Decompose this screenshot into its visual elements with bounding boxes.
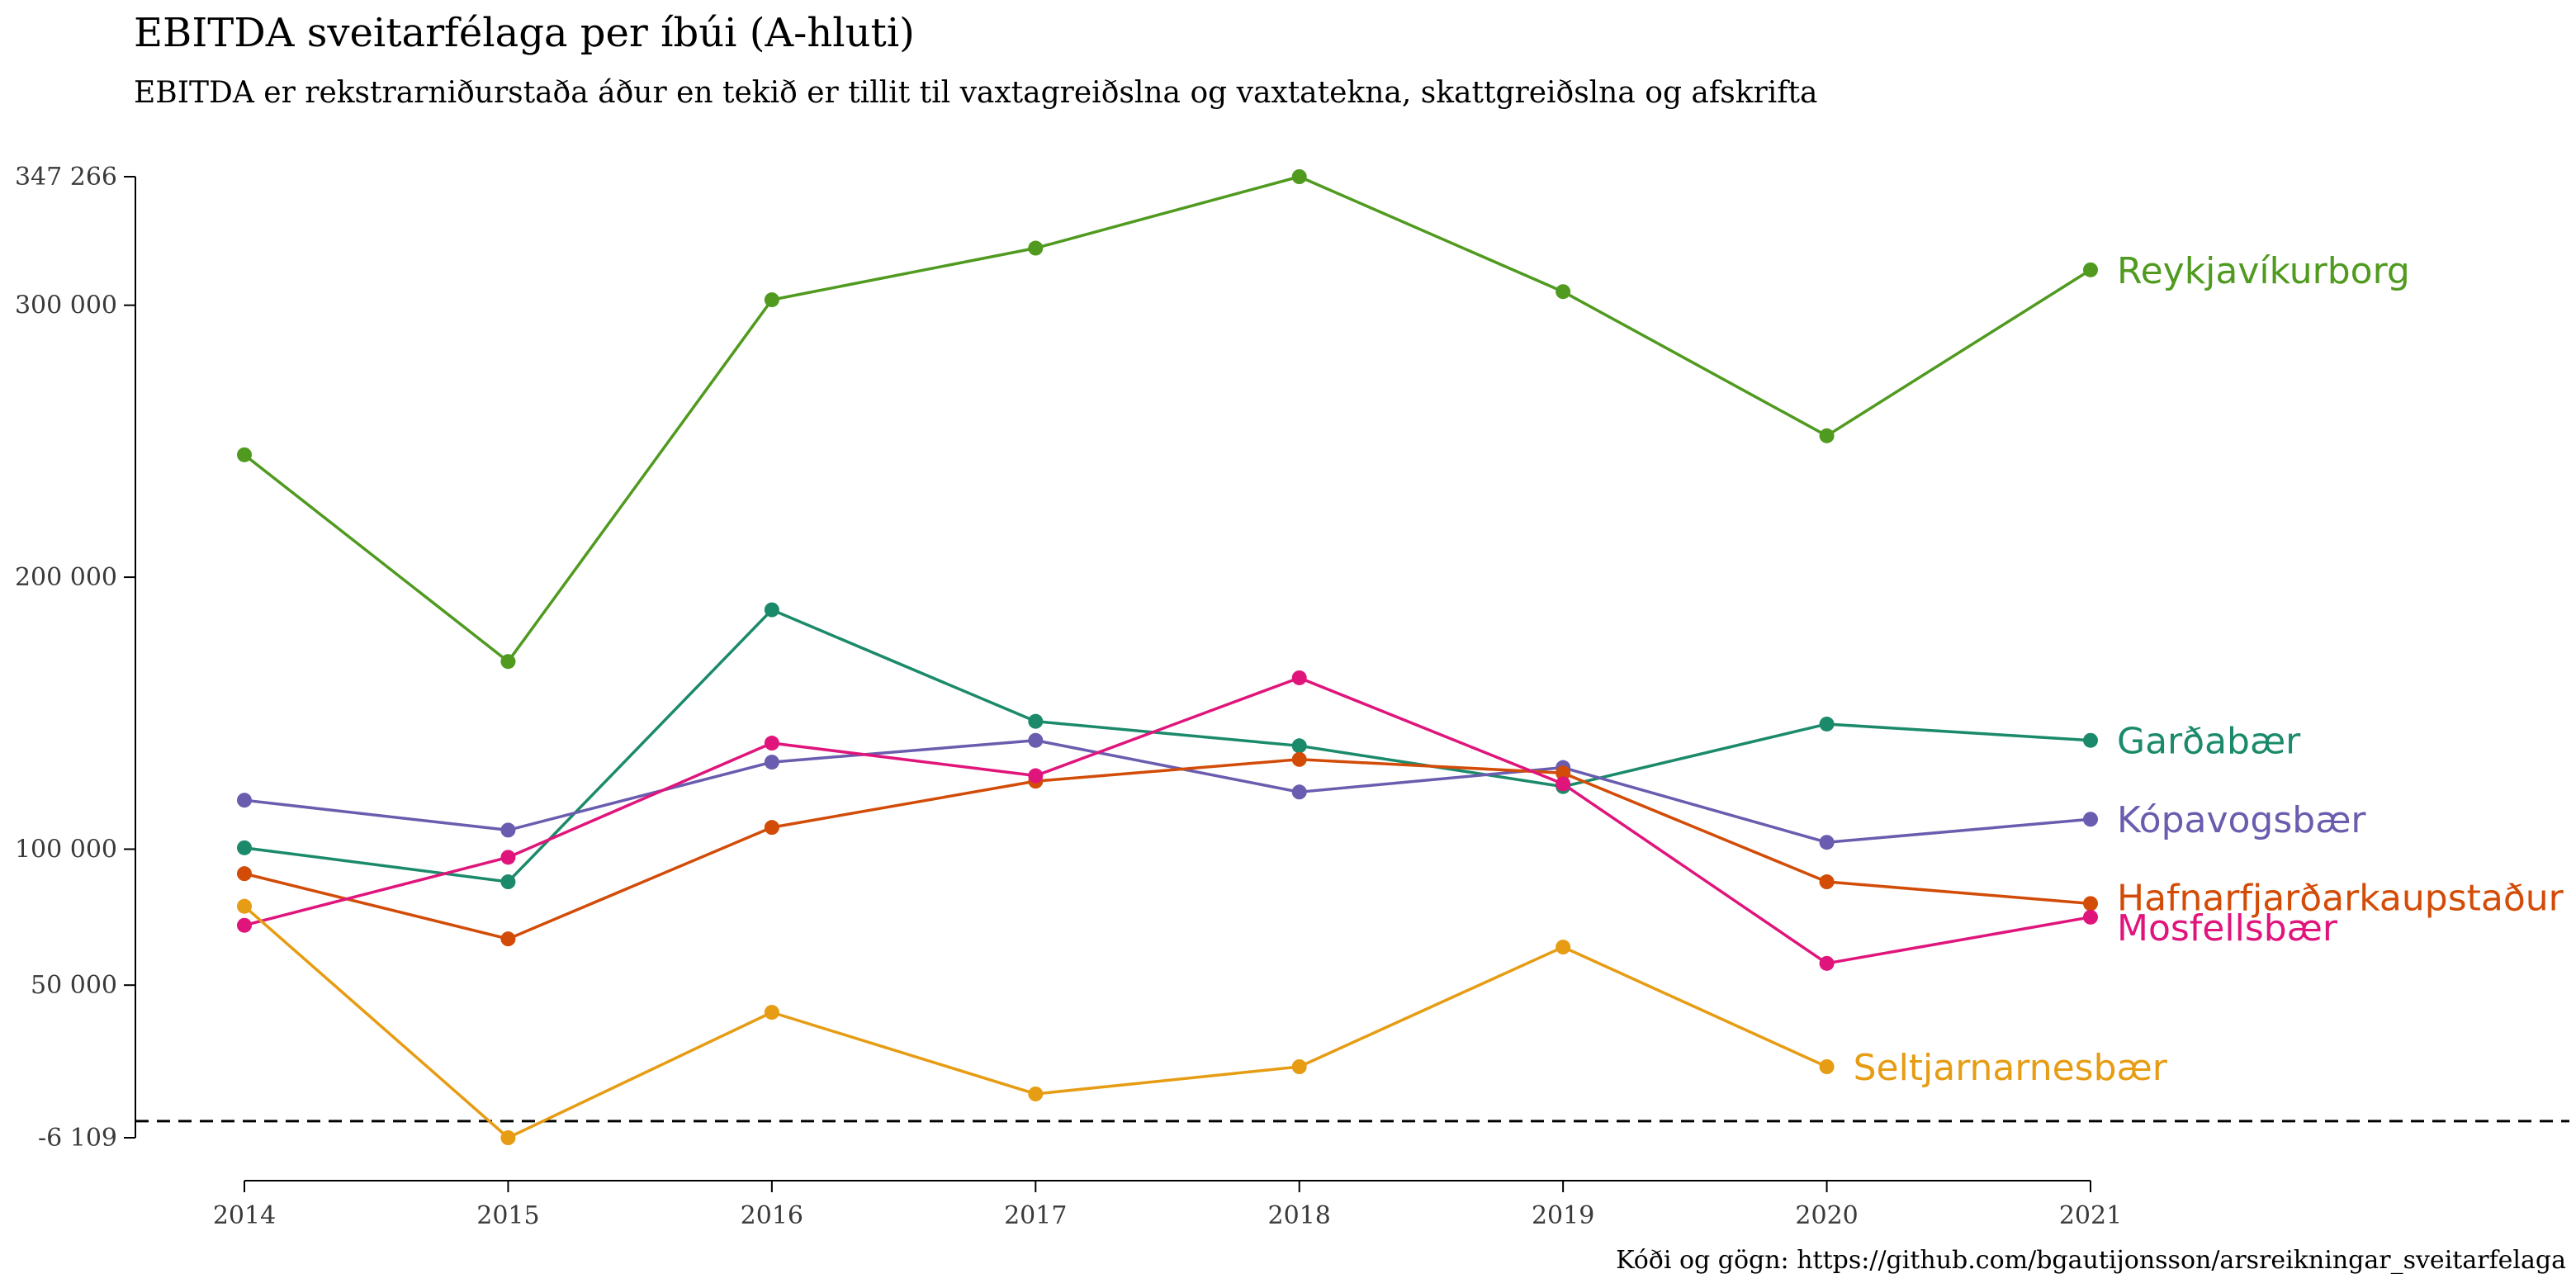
series-label: Garðabær bbox=[2117, 721, 2301, 763]
y-tick-label: -6 109 bbox=[38, 1124, 117, 1153]
x-tick-label: 2017 bbox=[1004, 1201, 1067, 1230]
data-point bbox=[500, 1130, 516, 1145]
data-point bbox=[1291, 784, 1307, 800]
caption: Kóði og gögn: https://github.com/bgautij… bbox=[1616, 1246, 2566, 1275]
data-point bbox=[1291, 670, 1307, 685]
data-point bbox=[1291, 751, 1307, 767]
data-point bbox=[1028, 1086, 1044, 1101]
x-tick-label: 2019 bbox=[1532, 1201, 1594, 1230]
data-point bbox=[237, 840, 252, 855]
data-point bbox=[1819, 1058, 1835, 1074]
data-point bbox=[1291, 1058, 1307, 1074]
series-line bbox=[243, 175, 2091, 663]
data-point bbox=[1819, 835, 1835, 850]
data-point bbox=[1291, 169, 1307, 184]
data-point bbox=[500, 822, 516, 838]
data-point bbox=[1819, 716, 1835, 732]
series-0: Reykjavíkurborg bbox=[237, 169, 2410, 670]
data-point bbox=[237, 898, 252, 914]
data-point bbox=[500, 850, 516, 865]
y-ticks: 347 266 300 000 200 000 100 000 50 000 -6 109 bbox=[15, 163, 135, 1153]
series-label: Hafnarfjarðarkaupstaður bbox=[2117, 877, 2564, 919]
data-point bbox=[237, 447, 252, 462]
series-label: Kópavogsbær bbox=[2117, 799, 2366, 841]
data-point bbox=[1819, 955, 1835, 971]
x-tick-label: 2016 bbox=[741, 1201, 803, 1230]
axes: 347 266 300 000 200 000 100 000 50 000 -6 109… bbox=[15, 163, 2122, 1230]
data-point bbox=[237, 793, 252, 808]
y-tick-label: 200 000 bbox=[15, 563, 117, 592]
data-point bbox=[500, 931, 516, 947]
series-group: Reykjavíkurborg Garðabær Kópavogsbær Hafnar… bbox=[237, 169, 2564, 1145]
data-point bbox=[2083, 896, 2098, 912]
x-tick-label: 2020 bbox=[1795, 1201, 1858, 1230]
data-point bbox=[1028, 240, 1044, 256]
data-point bbox=[500, 654, 516, 670]
series-3: Hafnarfjarðarkaupstaður bbox=[237, 751, 2564, 947]
series-2: Kópavogsbær bbox=[237, 732, 2366, 850]
y-tick-label: 100 000 bbox=[15, 835, 117, 864]
series-5: Seltjarnarnesbær bbox=[237, 898, 2168, 1145]
series-4: Mosfellsbær bbox=[237, 670, 2338, 971]
data-point bbox=[1556, 765, 1571, 781]
x-tick-label: 2015 bbox=[476, 1201, 539, 1230]
data-point bbox=[2083, 812, 2098, 827]
data-point bbox=[764, 1005, 779, 1020]
series-line bbox=[244, 608, 2091, 883]
series-label: Reykjavíkurborg bbox=[2117, 250, 2410, 292]
data-point bbox=[1556, 940, 1571, 955]
series-label: Seltjarnarnesbær bbox=[1854, 1047, 2168, 1089]
y-tick-label: 300 000 bbox=[15, 291, 117, 320]
series-label: Mosfellsbær bbox=[2117, 907, 2338, 949]
data-point bbox=[1028, 713, 1044, 729]
data-point bbox=[1556, 776, 1571, 792]
x-tick-label: 2021 bbox=[2059, 1201, 2122, 1230]
y-tick-label: 50 000 bbox=[31, 971, 117, 1000]
data-point bbox=[2083, 909, 2098, 925]
data-point bbox=[1028, 732, 1044, 748]
data-point bbox=[1028, 768, 1044, 784]
data-point bbox=[1819, 428, 1835, 443]
data-point bbox=[237, 866, 252, 882]
data-point bbox=[2083, 732, 2098, 748]
series-line bbox=[244, 758, 2091, 940]
data-point bbox=[764, 820, 779, 836]
data-point bbox=[764, 736, 779, 751]
data-point bbox=[764, 292, 779, 308]
data-point bbox=[237, 917, 252, 933]
series-1: Garðabær bbox=[237, 602, 2301, 890]
x-tick-label: 2018 bbox=[1268, 1201, 1331, 1230]
data-point bbox=[500, 874, 516, 890]
x-tick-label: 2014 bbox=[213, 1201, 276, 1230]
data-point bbox=[764, 755, 779, 770]
data-point bbox=[1819, 874, 1835, 890]
series-line bbox=[244, 738, 2091, 844]
chart-subtitle: EBITDA er rekstrarniðurstaða áður en tek… bbox=[134, 76, 1817, 110]
series-line bbox=[244, 676, 2091, 965]
data-point bbox=[1291, 738, 1307, 754]
data-point bbox=[1556, 284, 1571, 300]
chart-title: EBITDA sveitarfélaga per íbúi (A-hluti) bbox=[134, 10, 915, 56]
series-line bbox=[243, 905, 1828, 1139]
y-tick-label: 347 266 bbox=[15, 163, 117, 192]
x-ticks: 2014 2015 2016 2017 2018 2019 2020 2021 bbox=[213, 1181, 2122, 1230]
data-point bbox=[2083, 262, 2098, 277]
data-point bbox=[764, 602, 779, 618]
